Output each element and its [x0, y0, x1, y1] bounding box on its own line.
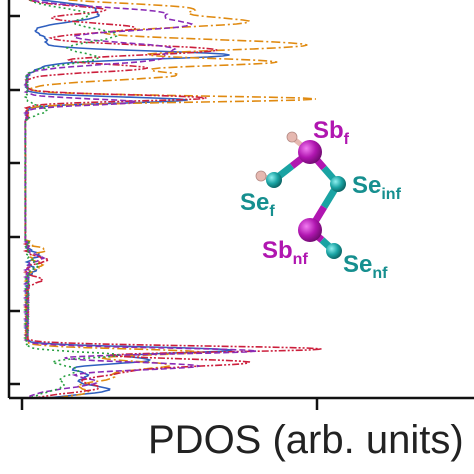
label-se-nf: Senf [343, 251, 388, 282]
atom-se-inf [330, 176, 346, 192]
atom-sb-f [298, 140, 322, 164]
label-sb-f: Sbf [313, 117, 350, 148]
pdos-series-line [23, 0, 119, 399]
label-se-inf: Seinf [352, 172, 402, 203]
label-sb-nf: Sbnf [262, 237, 308, 268]
pdos-series-line [22, 0, 322, 399]
label-se-f: Sef [240, 189, 275, 220]
atom-se-nf [326, 243, 342, 259]
hydrogen-atom [255, 170, 267, 182]
x-axis-label: PDOS (arb. units) [148, 418, 464, 462]
hydrogen-atom [286, 131, 298, 143]
atom-se-f [266, 172, 282, 188]
molecule-inset: Sbf Seinf Sef Sbnf Senf [240, 117, 402, 282]
pdos-series-line [23, 0, 233, 399]
atom-sb-nf [298, 218, 322, 242]
plot-axes [7, 0, 474, 410]
pdos-curves [22, 0, 322, 399]
